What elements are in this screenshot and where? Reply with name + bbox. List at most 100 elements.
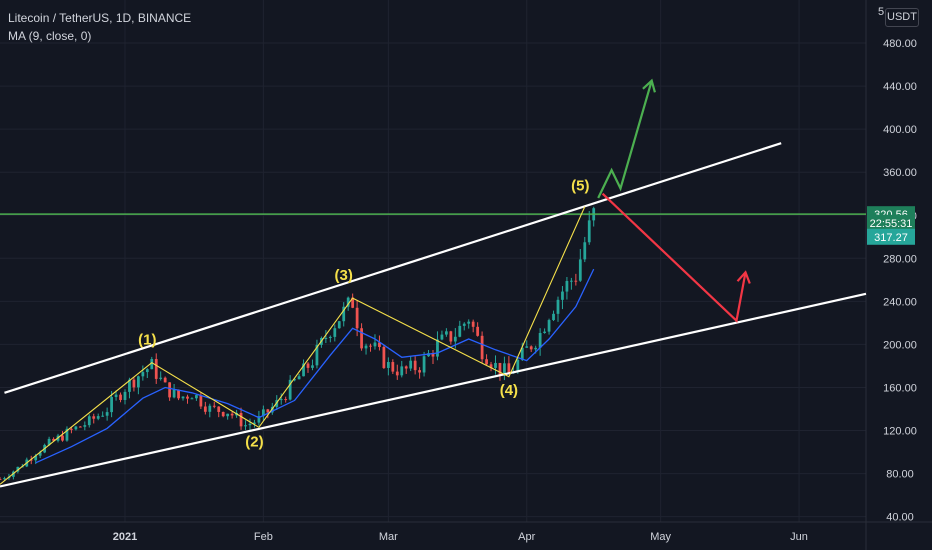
candle-body [212, 405, 216, 407]
candle-body [261, 409, 265, 417]
candle-body [34, 455, 38, 461]
candle-body [418, 370, 421, 373]
candle-body [516, 359, 520, 372]
candle-body [337, 321, 341, 329]
candle-body [382, 346, 386, 368]
candle-body [565, 280, 569, 292]
candle-body [78, 426, 82, 428]
candle-body [226, 413, 230, 417]
candle-body [248, 423, 252, 426]
y-tick-label: 400.00 [883, 124, 917, 136]
candle-body [123, 391, 127, 400]
candle-body [101, 415, 105, 417]
candle-body [476, 326, 480, 336]
price-axis-label: 317.27 [874, 232, 908, 244]
bullish-scenario-arrow [597, 80, 653, 199]
y-tick-label: 480.00 [883, 38, 917, 50]
candle-body [61, 435, 64, 441]
x-tick-label: 2021 [113, 531, 137, 543]
x-tick-label: Feb [254, 531, 273, 543]
candle-body [163, 377, 167, 383]
candle-body [168, 382, 172, 398]
candle-body [70, 428, 73, 430]
candle-body [413, 360, 417, 371]
x-tick-label: Apr [518, 531, 535, 543]
candle-body [351, 297, 355, 308]
candle-body [538, 332, 542, 348]
y-tick-label: 360.00 [883, 167, 917, 179]
price-axis-label-bg [867, 214, 915, 231]
candle-body [467, 321, 471, 324]
candle-body [190, 398, 194, 400]
candle-body [386, 362, 390, 368]
symbol-title[interactable]: Litecoin / TetherUS, 1D, BINANCE [8, 11, 192, 25]
candle-body [574, 280, 578, 282]
indicator-label[interactable]: MA (9, close, 0) [8, 29, 92, 43]
candle-body [306, 363, 310, 368]
candle-body [462, 323, 466, 326]
candle-body [181, 396, 185, 399]
candle-body [47, 438, 51, 445]
candle-body [145, 369, 149, 373]
candle-body [38, 452, 42, 456]
candle-body [449, 331, 453, 342]
candle-body [177, 389, 180, 399]
y-tick-label: 120.00 [883, 426, 917, 438]
candle-body [83, 425, 87, 427]
candle-body [404, 366, 408, 369]
candle-body [230, 413, 234, 416]
candle-body [409, 360, 413, 369]
wave-label: (5) [571, 178, 589, 195]
candle-body [520, 347, 524, 360]
candle-body [150, 359, 154, 370]
wave-label: (2) [245, 434, 263, 451]
candle-body [578, 259, 582, 281]
candle-body [266, 409, 270, 413]
candle-body [217, 406, 221, 412]
top-axis-tick: 5 [878, 6, 885, 18]
x-tick-label: May [650, 531, 671, 543]
bearish-scenario-arrow-head [736, 270, 751, 284]
candle-body [552, 313, 555, 321]
y-tick-label: 280.00 [883, 253, 917, 265]
candle-body [114, 394, 118, 398]
candle-body [378, 342, 381, 347]
candle-body [257, 416, 261, 423]
candle-body [333, 328, 337, 337]
candle-body [436, 339, 439, 357]
candle-body [489, 364, 493, 368]
candle-body [369, 345, 372, 347]
candle-body [471, 321, 475, 327]
candle-body [569, 280, 573, 282]
candle-body [422, 356, 426, 373]
candle-body [342, 306, 346, 322]
candle-body [159, 377, 163, 379]
candle-body [355, 307, 359, 329]
candle-body [293, 379, 297, 381]
candle-body [507, 363, 511, 374]
candle-body [199, 395, 203, 407]
candle-body [324, 338, 328, 340]
candle-body [445, 331, 448, 335]
candle-body [284, 399, 288, 401]
candle-body [498, 362, 502, 375]
channel-lower-line [0, 292, 867, 488]
candle-body [485, 359, 488, 365]
candle-body [543, 331, 546, 333]
currency-unit-button[interactable]: USDT [885, 8, 919, 27]
candle-body [328, 336, 332, 339]
candle-body [132, 379, 136, 388]
y-tick-label: 80.00 [886, 469, 914, 481]
candle-body [315, 344, 319, 366]
x-tick-label: Mar [379, 531, 398, 543]
candle-body [494, 362, 497, 368]
candle-body [529, 346, 533, 350]
bearish-scenario-arrow [601, 192, 747, 323]
candle-body [297, 376, 301, 380]
candle-body [279, 399, 283, 401]
candle-body [561, 291, 564, 300]
candle-body [547, 320, 551, 332]
